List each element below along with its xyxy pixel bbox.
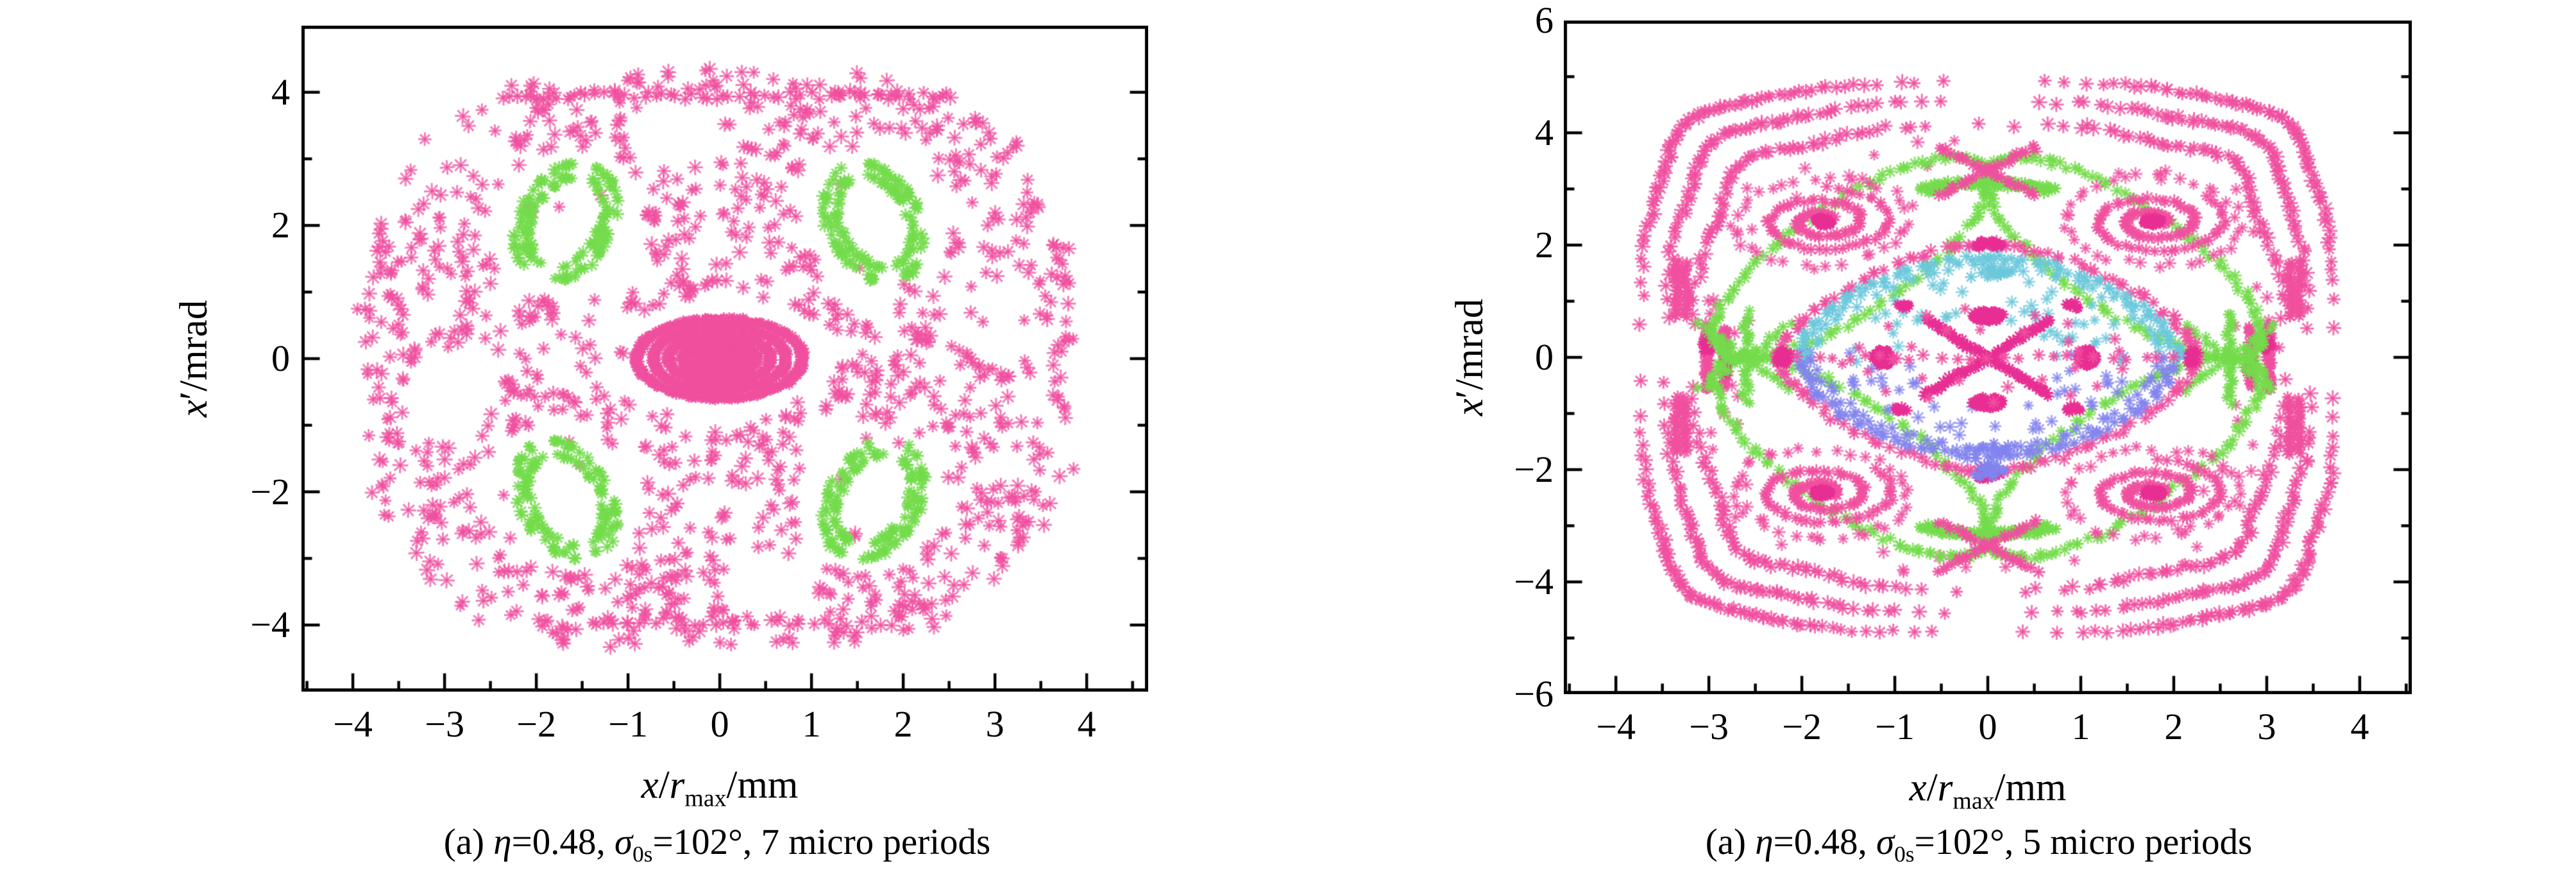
- y-tick-label: −2: [250, 470, 290, 513]
- x-tick-label: 0: [710, 703, 729, 745]
- y-tick-label: 0: [1535, 336, 1554, 378]
- y-axis-label-left: x′/mrad: [173, 300, 216, 418]
- x-tick-label: 4: [2350, 706, 2369, 747]
- scatter-canvas-left: [301, 26, 1148, 692]
- x-tick-label: 1: [2071, 706, 2090, 747]
- y-tick-label: −6: [1514, 673, 1554, 715]
- y-axis-label-right: x′/mrad: [1448, 298, 1491, 416]
- x-tick-label: 2: [894, 703, 913, 745]
- y-tick-label: 4: [271, 71, 290, 113]
- x-tick-label: −4: [1596, 706, 1636, 747]
- x-tick-label: 3: [2257, 706, 2276, 747]
- y-tick-label: −2: [1514, 448, 1554, 490]
- x-tick-label: −3: [425, 703, 464, 745]
- scatter-canvas-right: [1564, 21, 2412, 694]
- y-tick-label: −4: [250, 604, 290, 646]
- x-tick-label: 0: [1978, 706, 1997, 747]
- x-tick-label: 2: [2164, 706, 2183, 747]
- caption-right: (a) η=0.48, σ0s=102°, 5 micro periods: [1705, 821, 2253, 867]
- x-tick-label: −3: [1689, 706, 1729, 747]
- x-tick-label: 4: [1077, 703, 1096, 745]
- x-axis-label-right: x/rmax/mm: [1909, 766, 2067, 815]
- y-tick-label: 2: [1535, 224, 1554, 266]
- y-tick-label: 4: [1535, 112, 1554, 153]
- y-tick-label: 2: [271, 204, 290, 246]
- x-tick-label: −1: [1875, 706, 1915, 747]
- y-tick-label: −4: [1514, 561, 1554, 602]
- x-tick-label: 3: [985, 703, 1004, 745]
- x-tick-label: 1: [802, 703, 821, 745]
- x-tick-label: −4: [333, 703, 373, 745]
- y-tick-label: 6: [1535, 0, 1554, 41]
- x-axis-label-left: x/rmax/mm: [641, 763, 799, 812]
- x-tick-label: −2: [516, 703, 556, 745]
- y-tick-label: 0: [271, 337, 290, 379]
- x-tick-label: −1: [608, 703, 648, 745]
- caption-left: (a) η=0.48, σ0s=102°, 7 micro periods: [443, 821, 991, 867]
- x-tick-label: −2: [1782, 706, 1822, 747]
